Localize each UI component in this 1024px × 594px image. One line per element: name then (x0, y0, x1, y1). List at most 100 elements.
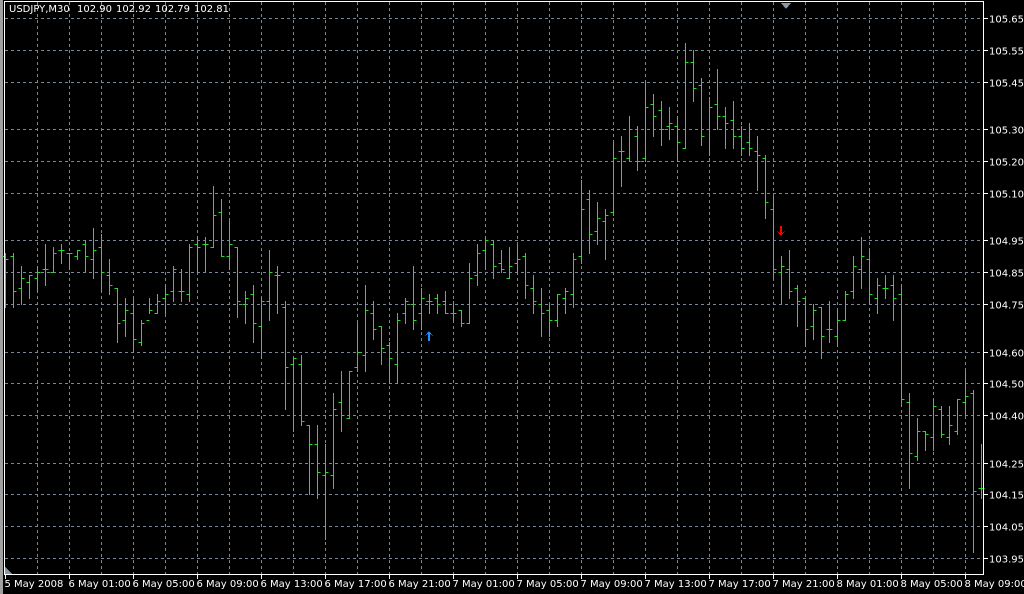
ohlc-bar (786, 250, 793, 299)
ohlc-bar (386, 342, 393, 384)
ohlc-bar (802, 298, 809, 346)
ohlc-bar (706, 97, 713, 156)
time-tick-label: 6 May 21:00 (389, 579, 451, 590)
ohlc-bar (906, 393, 913, 489)
ohlc-bar (746, 123, 753, 156)
ohlc-bar (602, 209, 609, 260)
ohlc-bar (266, 250, 273, 321)
ohlc-bar (314, 425, 321, 499)
ohlc-bar (402, 298, 409, 324)
ohlc-bar (298, 355, 305, 426)
ohlc-bar (186, 244, 193, 302)
ohlc-bar (738, 126, 745, 156)
ohlc-bar (26, 275, 33, 299)
ohlc-bar (66, 253, 73, 270)
price-tick-label: 105.10 (989, 190, 1024, 201)
ohlc-bar (250, 285, 257, 343)
ohlc-bar (962, 371, 969, 416)
ohlc-bar (954, 399, 961, 435)
buy-arrow-icon[interactable] (425, 331, 433, 341)
ohlc-bar (506, 247, 513, 279)
ohlc-bar (346, 371, 353, 419)
time-axis[interactable]: 5 May 2008 6 May 01:00 6 May 05:00 6 May 09… (5, 574, 1024, 590)
ohlc-bar (434, 294, 441, 314)
ohlc-bar (570, 253, 577, 308)
ohlc-bar (90, 228, 97, 279)
ohlc-bar (586, 190, 593, 254)
trade-markers (425, 226, 785, 341)
ohlc-bar (106, 259, 113, 295)
ohlc-bar (202, 237, 209, 273)
header-low: 102.79 (154, 4, 190, 15)
ohlc-bar (946, 406, 953, 445)
scroll-marker-icon[interactable] (5, 567, 12, 574)
ohlc-bar (554, 294, 561, 327)
ohlc-bar (898, 285, 905, 407)
ohlc-bar (362, 285, 369, 372)
time-tick-label: 6 May 09:00 (197, 579, 259, 590)
ohlc-bar (618, 136, 625, 187)
price-tick-label: 104.85 (989, 269, 1024, 280)
time-tick-label: 8 May 05:00 (901, 579, 963, 590)
time-tick-label: 7 May 09:00 (581, 579, 643, 590)
time-tick-label: 7 May 21:00 (773, 579, 835, 590)
price-tick-label: 103.95 (989, 555, 1024, 566)
ohlc-bar (578, 180, 585, 264)
price-tick-label: 105.30 (989, 126, 1024, 137)
ohlc-bar (522, 253, 529, 299)
ohlc-bar (674, 116, 681, 162)
ohlc-bar (474, 244, 481, 286)
window-frame-left (0, 0, 3, 594)
price-tick-label: 105.20 (989, 158, 1024, 169)
price-axis[interactable]: 105.65 105.55 105.45 105.30 105.20 105.10 104.… (983, 15, 1024, 566)
ohlc-bar (714, 69, 721, 130)
ohlc-bar (194, 237, 201, 273)
time-tick-label: 6 May 01:00 (69, 579, 131, 590)
time-tick-label: 7 May 17:00 (709, 579, 771, 590)
ohlc-bar (826, 301, 833, 343)
ohlc-bar (634, 126, 641, 171)
ohlc-bars (2, 43, 985, 553)
ohlc-bar (322, 444, 329, 540)
price-tick-label: 104.50 (989, 380, 1024, 391)
ohlc-bar (650, 94, 657, 137)
ohlc-bar (242, 291, 249, 324)
ohlc-bar (754, 136, 761, 191)
ohlc-bar (58, 244, 65, 264)
ohlc-bar (18, 266, 25, 305)
chart-shift-marker-icon[interactable] (781, 3, 791, 9)
ohlc-bar (666, 107, 673, 140)
ohlc-bar (514, 244, 521, 273)
ohlc-bar (490, 240, 497, 279)
time-tick-label: 6 May 17:00 (325, 579, 387, 590)
ohlc-bar (290, 358, 297, 432)
ohlc-bar (682, 43, 689, 149)
ohlc-bar (378, 326, 385, 365)
ohlc-bar (842, 291, 849, 321)
price-tick-label: 105.55 (989, 47, 1024, 58)
ohlc-bar (770, 196, 777, 279)
ohlc-bar (930, 399, 937, 451)
time-tick-label: 6 May 13:00 (261, 579, 323, 590)
ohlc-bar (970, 390, 977, 553)
ohlc-bar (274, 266, 281, 314)
ohlc-bar (98, 234, 105, 292)
ohlc-bar (210, 186, 217, 248)
ohlc-bar (10, 253, 17, 308)
time-tick-label: 8 May 09:00 (965, 579, 1024, 590)
time-tick-label: 7 May 01:00 (453, 579, 515, 590)
ohlc-bar (50, 247, 57, 273)
ohlc-bar (130, 298, 137, 353)
ohlc-bar (458, 310, 465, 327)
ohlc-bar (146, 298, 153, 321)
price-tick-label: 105.45 (989, 79, 1024, 90)
sell-arrow-icon[interactable] (777, 226, 785, 236)
ohlc-bar (658, 101, 665, 146)
ohlc-bar (282, 301, 289, 410)
ohlc-bar (306, 425, 313, 495)
ohlc-bar (890, 275, 897, 321)
ohlc-bar (762, 155, 769, 219)
ohlc-bar (354, 323, 361, 372)
ohlc-bar (178, 269, 185, 302)
